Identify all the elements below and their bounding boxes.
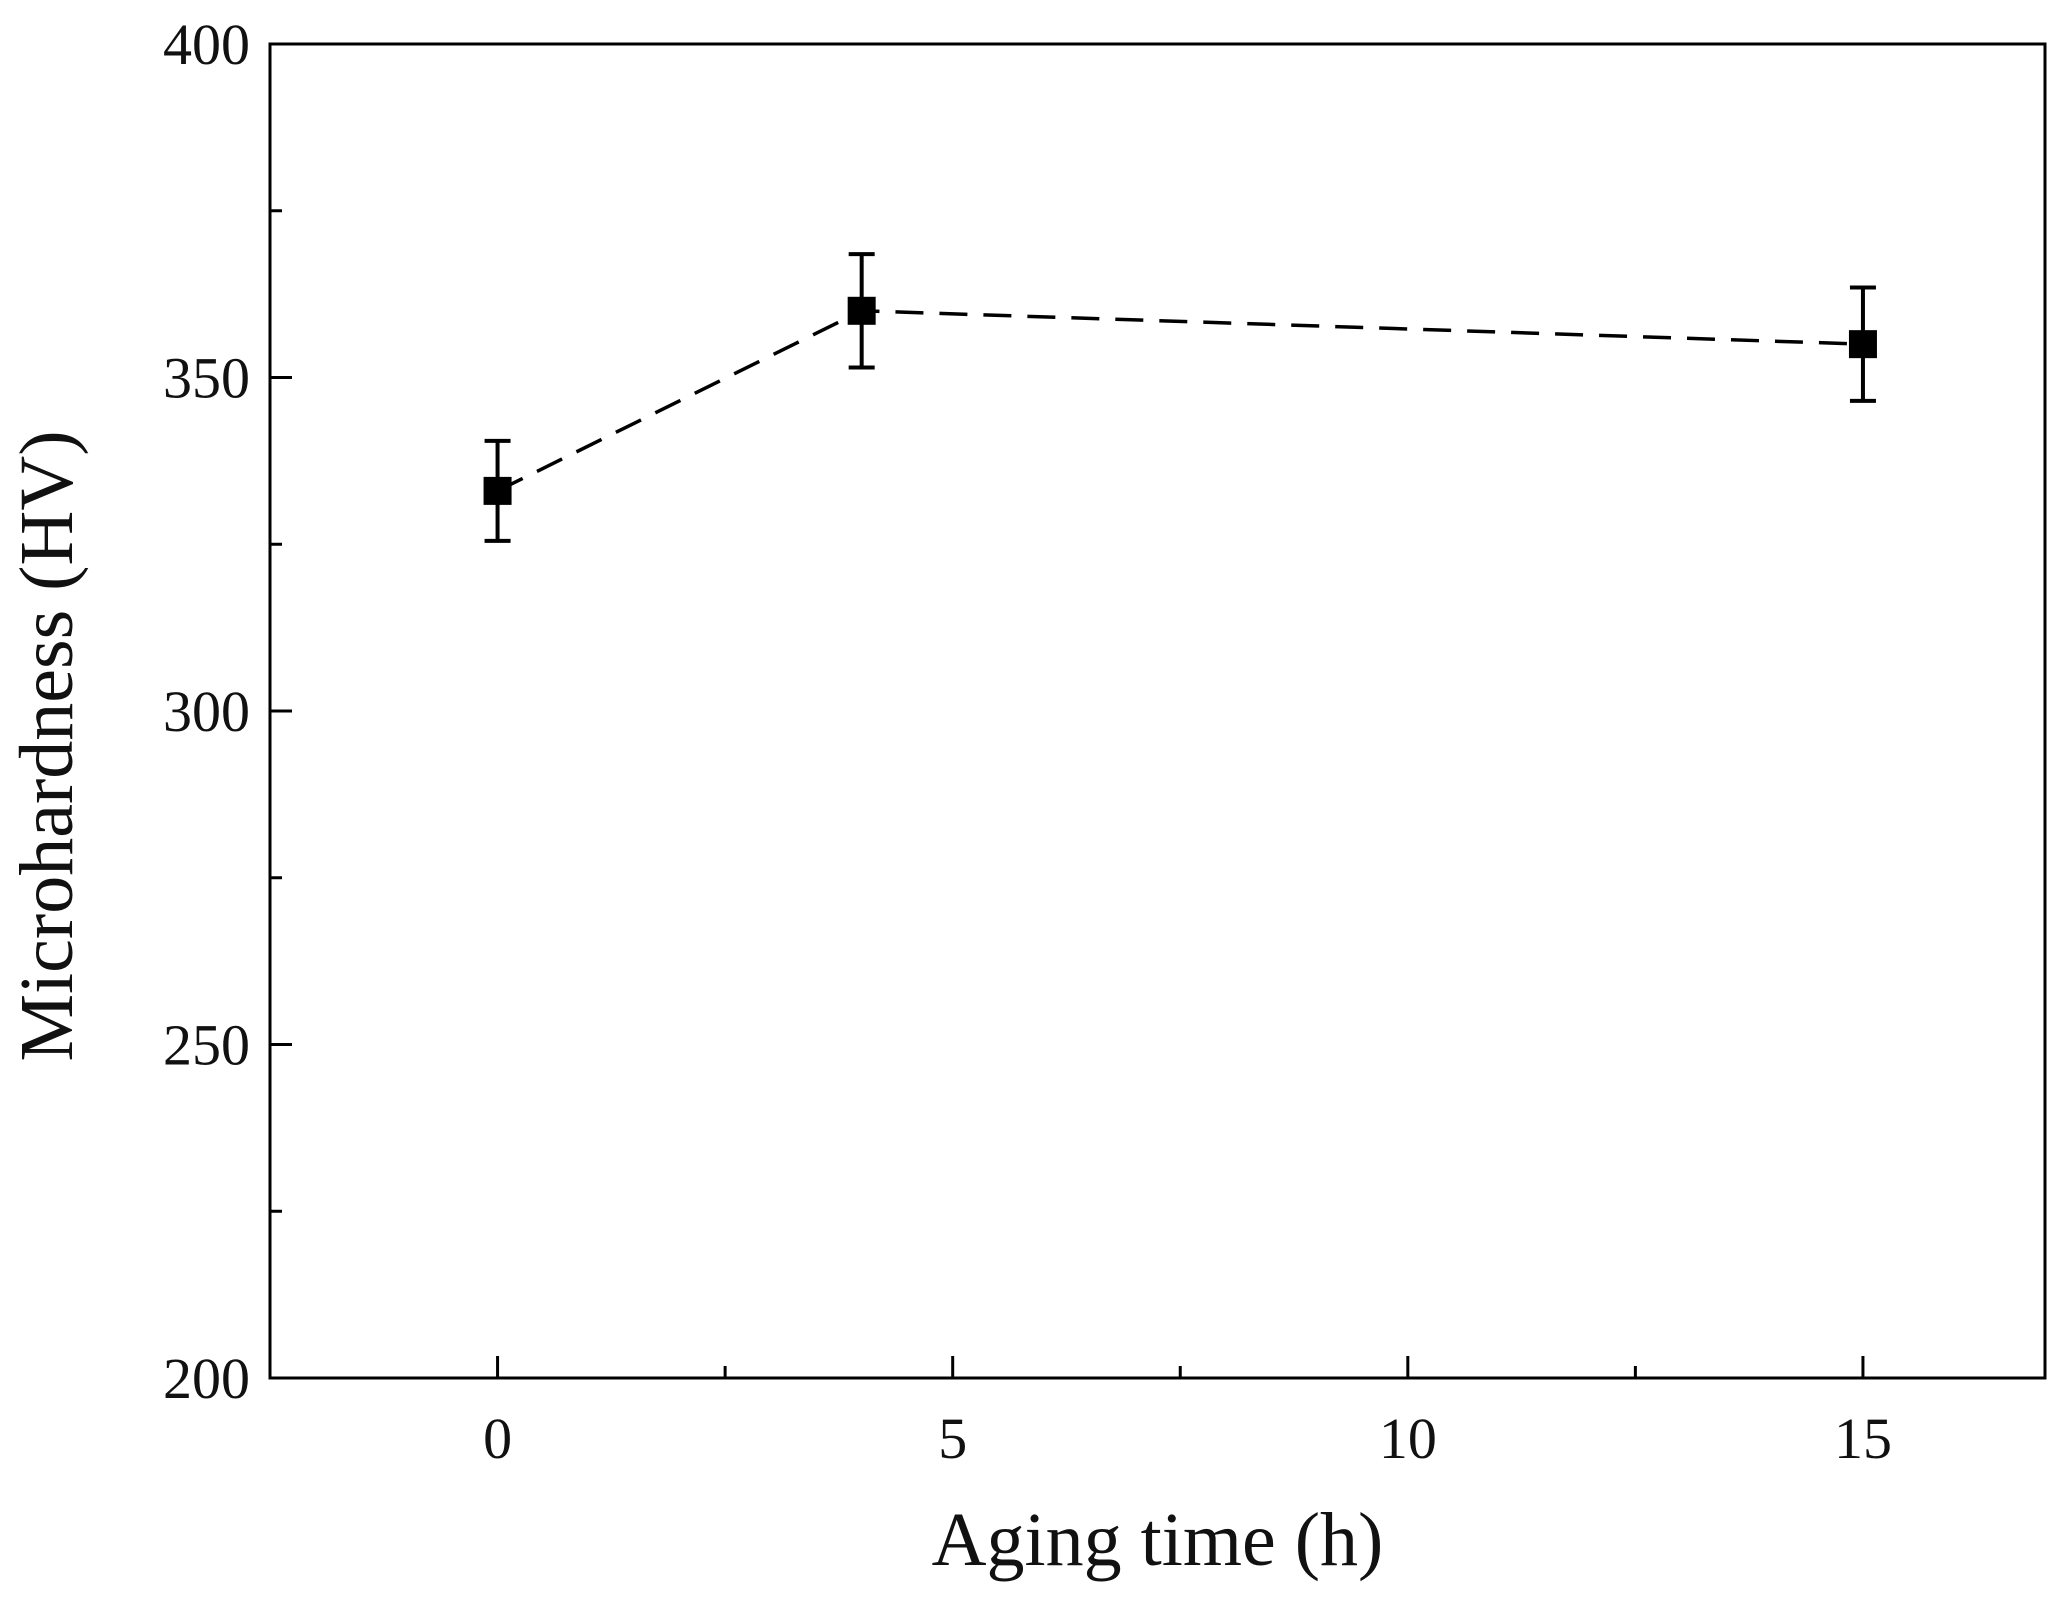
y-tick-label: 250 [163,1013,250,1078]
y-tick-label: 300 [163,679,250,744]
x-tick-label: 0 [483,1406,512,1471]
x-tick-label: 10 [1379,1406,1437,1471]
y-axis-title: Microhardness (HV) [5,430,89,1061]
x-axis-title: Aging time (h) [932,1498,1384,1582]
y-tick-label: 200 [163,1346,250,1411]
data-point-marker [847,296,876,325]
data-point-marker [1848,330,1877,359]
series-layer [483,252,1877,543]
y-tick-label: 350 [163,346,250,411]
plot-frame-layer [268,42,2047,1380]
series-line [496,309,1864,493]
x-tick-label: 5 [938,1406,967,1471]
x-tick-label: 15 [1834,1406,1892,1471]
data-point-marker [483,476,512,505]
y-tick-label: 400 [163,12,250,77]
plot-frame [268,42,2047,1380]
axis-ticks-layer: 0 5 10 15 200 250 300 350 400 [163,12,1892,1471]
